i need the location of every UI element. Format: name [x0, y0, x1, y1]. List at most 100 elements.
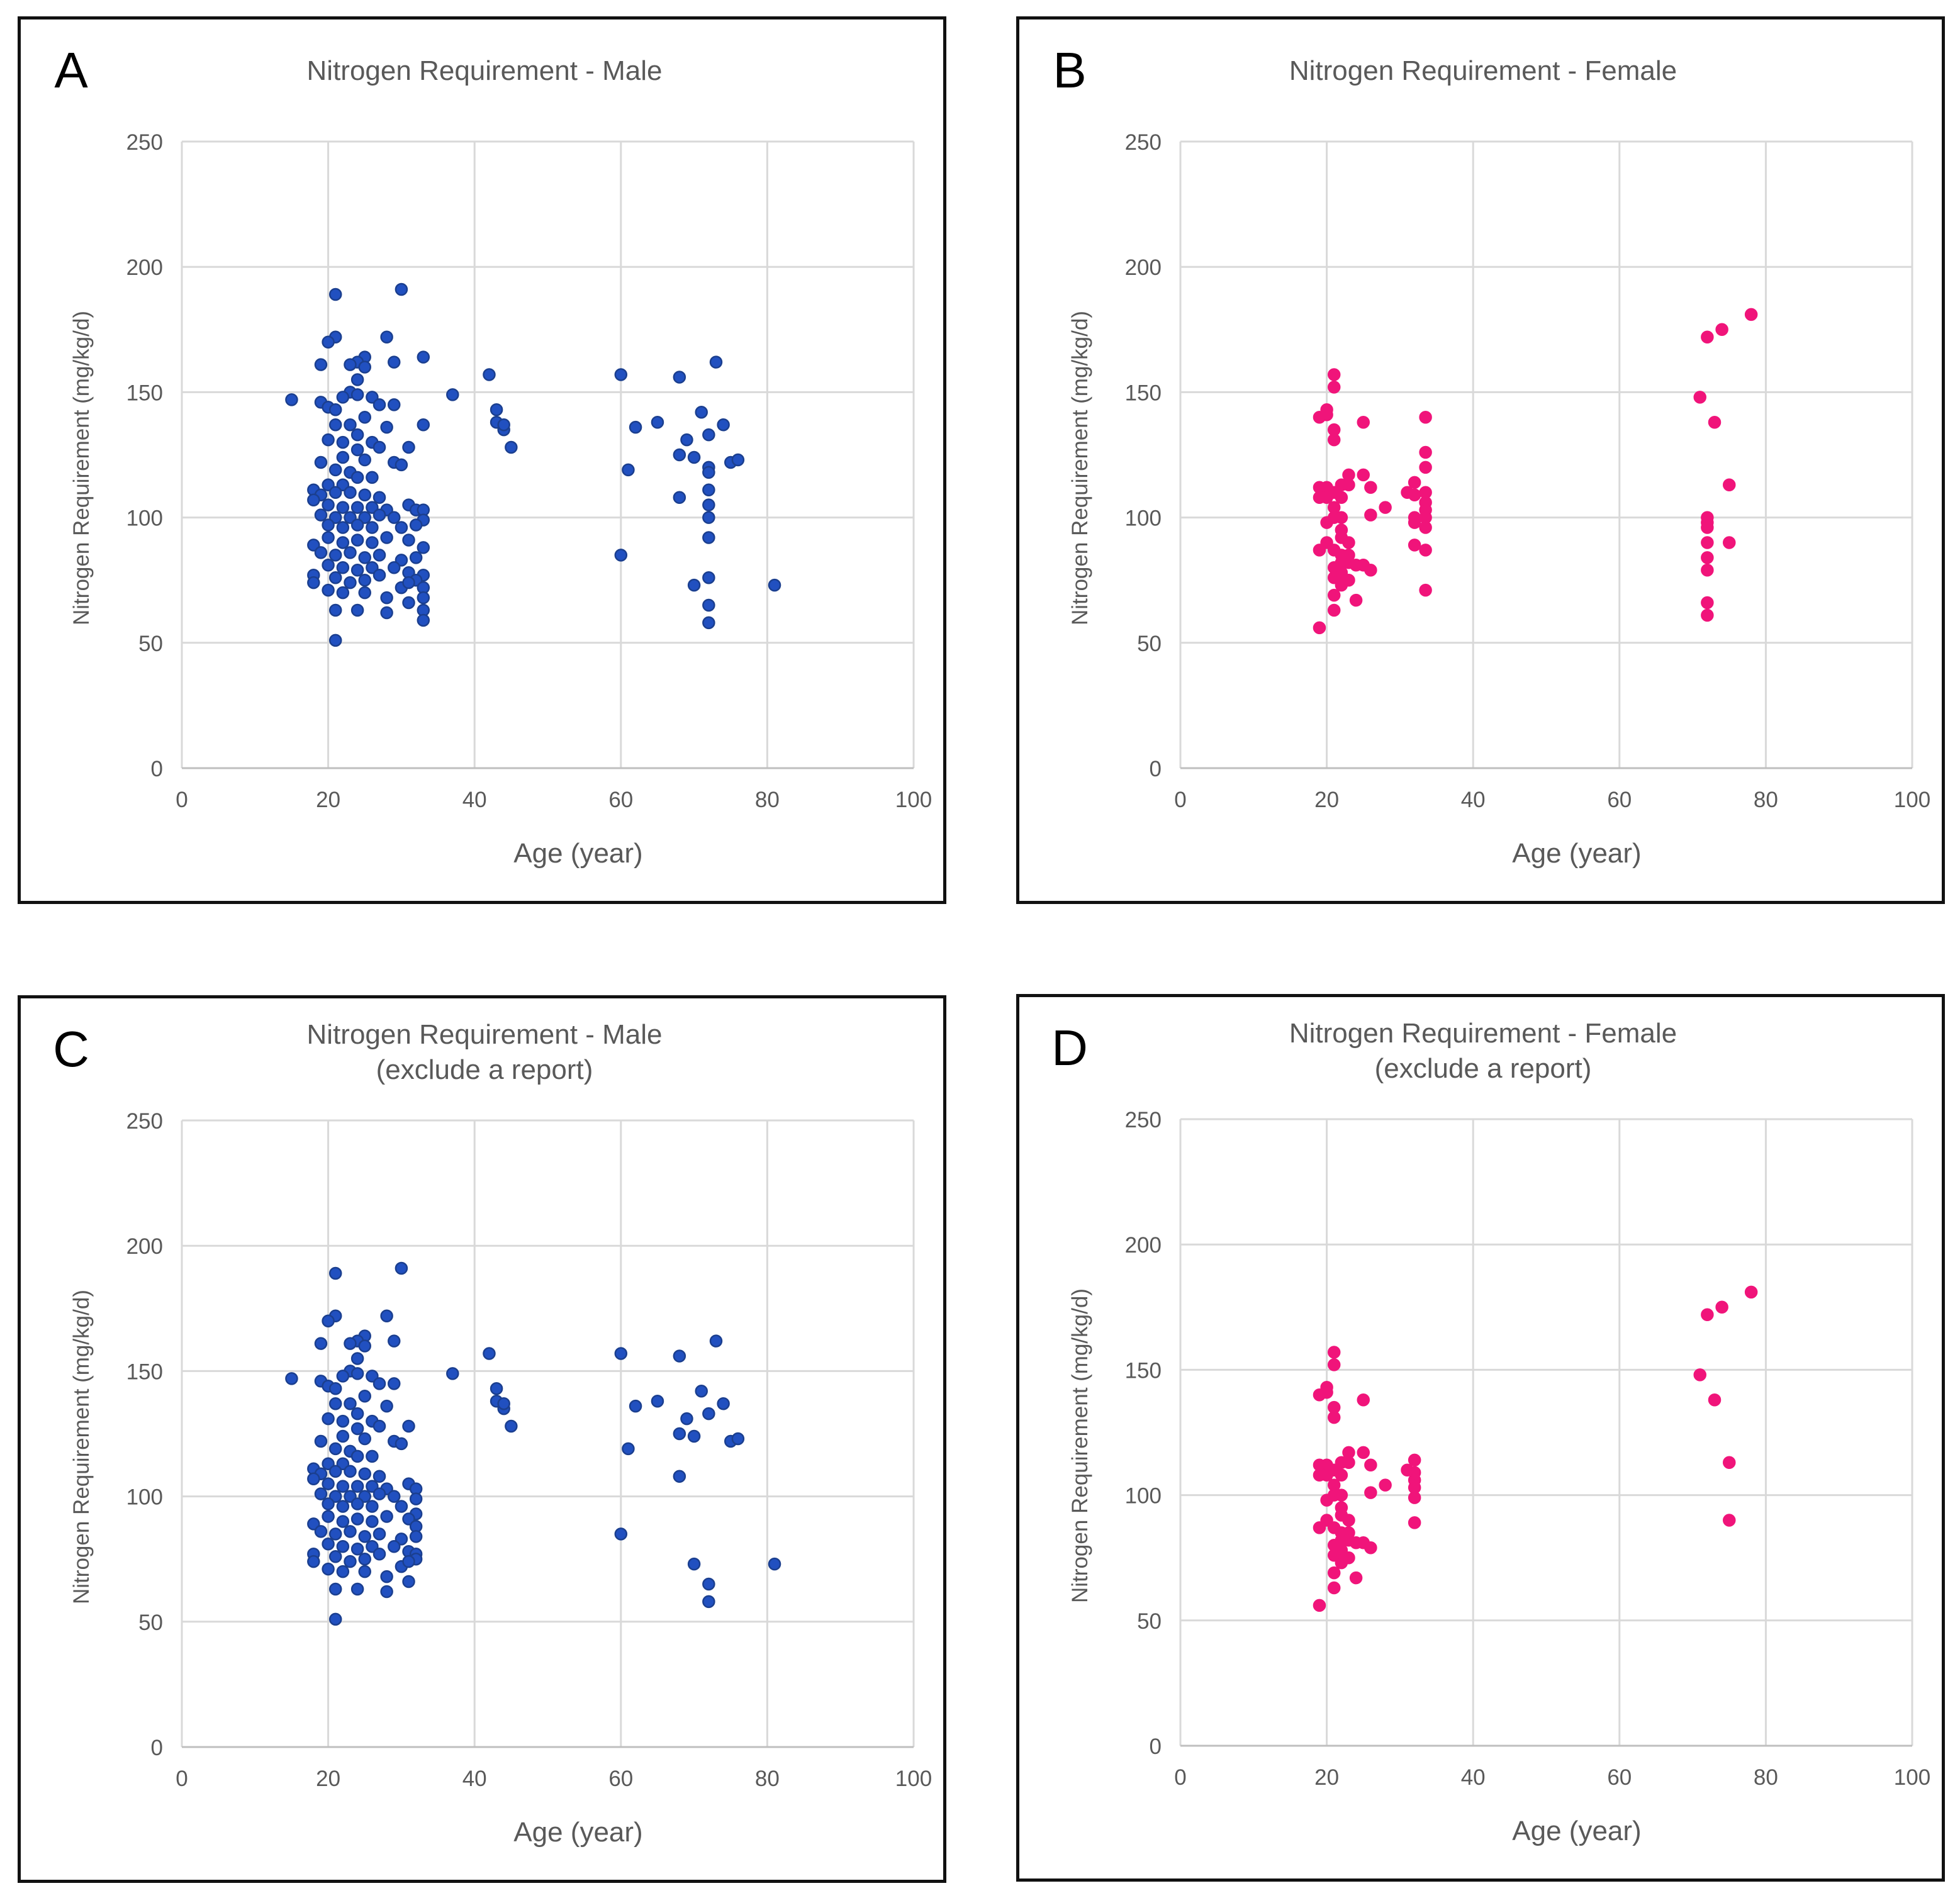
data-point	[497, 418, 510, 432]
data-point	[702, 511, 715, 524]
data-point	[380, 606, 393, 620]
data-point	[358, 453, 371, 467]
data-point	[328, 634, 342, 647]
data-point	[402, 1419, 415, 1433]
data-point	[395, 554, 408, 567]
data-point	[680, 433, 693, 447]
data-point	[1701, 521, 1714, 534]
data-point	[1327, 588, 1341, 602]
data-point	[285, 1372, 298, 1385]
data-point	[380, 1510, 393, 1523]
y-tick-label: 0	[1150, 757, 1162, 781]
data-point	[350, 388, 364, 401]
data-point	[402, 596, 415, 610]
data-point	[358, 1389, 371, 1403]
data-point	[1723, 478, 1736, 492]
data-point	[336, 1457, 350, 1471]
data-point	[336, 1429, 350, 1443]
data-point	[322, 531, 335, 544]
data-point	[1320, 1514, 1333, 1527]
data-point	[673, 1470, 686, 1483]
data-point	[1701, 330, 1714, 344]
data-point	[1364, 1541, 1377, 1555]
data-point	[322, 433, 335, 447]
data-point	[1715, 323, 1728, 337]
data-point	[1327, 381, 1341, 394]
y-tick-label: 150	[126, 1359, 163, 1384]
data-point	[717, 1397, 730, 1410]
data-point	[322, 1562, 335, 1576]
data-point	[350, 1407, 364, 1421]
data-point	[307, 1472, 320, 1485]
data-point	[614, 1527, 628, 1541]
data-point	[1364, 1486, 1377, 1499]
panel-d-female-excluded: D Nitrogen Requirement - Female (exclude a…	[1016, 994, 1945, 1882]
data-point	[651, 1394, 664, 1408]
data-point	[1342, 573, 1355, 587]
x-tick-label: 80	[755, 788, 780, 812]
x-tick-label: 80	[1754, 1765, 1778, 1790]
data-point	[695, 1385, 708, 1398]
x-axis-title: Age (year)	[1512, 838, 1641, 869]
data-point	[717, 418, 730, 432]
data-point	[1723, 1456, 1736, 1470]
data-point	[336, 1480, 350, 1493]
data-point	[702, 483, 715, 497]
data-point	[1320, 408, 1333, 421]
data-point	[446, 388, 459, 401]
data-point	[336, 1414, 350, 1428]
data-point	[1357, 468, 1370, 482]
data-point	[622, 463, 635, 477]
y-tick-label: 200	[126, 255, 163, 280]
data-point	[1335, 1509, 1348, 1522]
y-tick-label: 200	[1125, 1233, 1162, 1258]
data-point	[336, 1515, 350, 1528]
x-tick-label: 40	[462, 1767, 487, 1791]
data-point	[702, 1595, 715, 1609]
data-point	[366, 471, 379, 484]
data-point	[372, 1377, 386, 1390]
data-point	[314, 508, 328, 522]
data-point	[328, 549, 342, 562]
data-point	[322, 498, 335, 511]
data-point	[409, 518, 423, 532]
data-point	[402, 1512, 415, 1526]
data-point	[1327, 603, 1341, 617]
data-point	[328, 1266, 342, 1280]
data-point	[395, 1261, 408, 1275]
data-point	[1335, 491, 1348, 504]
data-point	[350, 1422, 364, 1436]
y-tick-label: 50	[1137, 1609, 1162, 1634]
panel-b-female: B Nitrogen Requirement - Female 0 50 100 150 2…	[1016, 16, 1945, 904]
y-tick-label: 100	[126, 1485, 163, 1510]
y-tick-label: 200	[126, 1234, 163, 1259]
data-point	[380, 1309, 393, 1323]
data-point	[358, 551, 371, 564]
data-point	[1419, 410, 1432, 424]
data-point	[614, 1347, 628, 1360]
data-point	[1327, 1346, 1341, 1359]
data-point	[417, 541, 430, 554]
data-point	[372, 398, 386, 411]
data-point	[1408, 516, 1421, 529]
data-point	[350, 1352, 364, 1365]
data-point	[366, 521, 379, 534]
chart-title: Nitrogen Requirement - Female	[1289, 1018, 1677, 1049]
data-point	[336, 501, 350, 514]
x-axis-title: Age (year)	[1512, 1816, 1641, 1846]
data-point	[372, 1419, 386, 1433]
data-point	[328, 1490, 342, 1503]
data-point	[1327, 1548, 1341, 1562]
panel-letter: A	[54, 42, 88, 98]
data-point	[1364, 564, 1377, 577]
data-point	[1408, 1453, 1421, 1467]
data-point	[1693, 391, 1706, 404]
data-point	[322, 583, 335, 597]
data-point	[322, 478, 335, 492]
data-point	[344, 358, 357, 371]
data-point	[490, 1382, 503, 1395]
data-point	[402, 1555, 415, 1568]
data-point	[687, 578, 701, 592]
data-point	[350, 373, 364, 386]
data-point	[322, 1477, 335, 1490]
